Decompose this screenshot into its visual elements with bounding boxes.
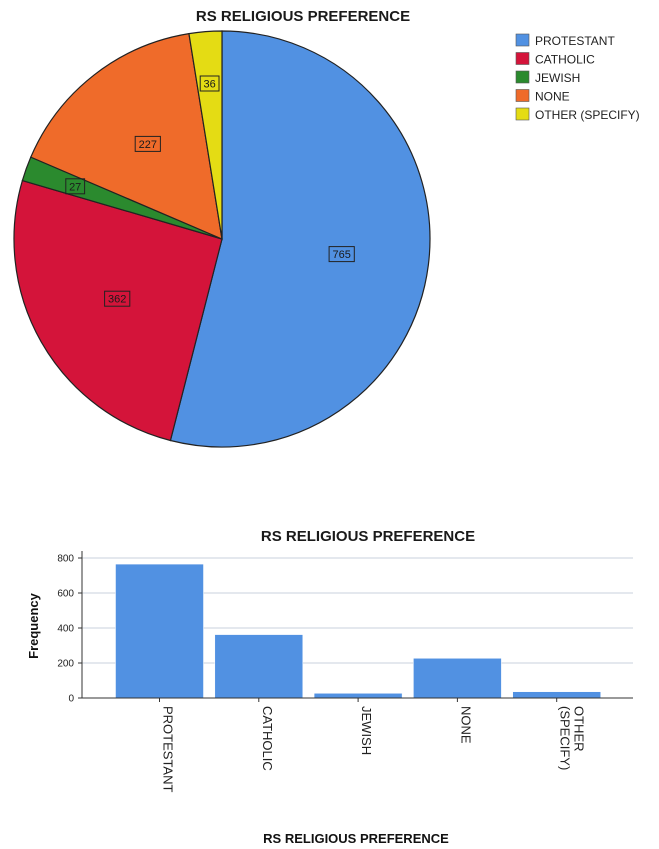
bar-chart-title: RS RELIGIOUS PREFERENCE xyxy=(261,528,475,545)
bar-none xyxy=(413,658,502,699)
bar-category-labels: PROTESTANT CATHOLIC JEWISH NONE OTHER(SPECIF… xyxy=(159,698,587,792)
x-category-label-jewish: JEWISH xyxy=(359,706,374,755)
legend-swatch-catholic xyxy=(515,52,530,65)
pie-slice-labels: 765 362 27 227 36 xyxy=(65,75,355,307)
pie-slice-protestant xyxy=(169,30,431,448)
legend-label-other-specify: OTHER (SPECIFY) xyxy=(535,108,640,122)
pie-slice-label-box xyxy=(134,135,161,152)
y-tick-label: 800 xyxy=(57,554,74,565)
y-tick-label: 200 xyxy=(57,659,74,670)
pie-slice-catholic xyxy=(13,179,223,442)
pie-slice-label-box xyxy=(199,75,220,92)
pie-chart-title: RS RELIGIOUS PREFERENCE xyxy=(196,8,410,25)
pie-slice-none xyxy=(30,32,223,240)
pie-slice-label-none: 227 xyxy=(139,139,157,151)
y-tick-label: 600 xyxy=(57,589,74,600)
legend-swatch-other-specify xyxy=(515,107,530,121)
bar-series xyxy=(115,563,601,699)
pie-slice-label-box xyxy=(104,290,131,307)
pie-slice-other-specify xyxy=(188,30,223,240)
bar-other-specify xyxy=(512,691,601,699)
legend-label-jewish: JEWISH xyxy=(535,71,580,85)
pie-slice-label-other-specify: 36 xyxy=(203,79,215,91)
pie-legend: PROTESTANT CATHOLIC JEWISH NONE OTHER (SPECI… xyxy=(515,33,640,122)
bar-axes xyxy=(81,551,633,699)
bar-protestant xyxy=(115,563,204,699)
bar-y-axis-title: Frequency xyxy=(26,592,41,659)
legend-label-none: NONE xyxy=(535,90,570,104)
pie-slice-label-jewish: 27 xyxy=(69,181,81,193)
legend-swatch-jewish xyxy=(515,70,530,84)
pie-slice-label-box xyxy=(328,246,355,263)
x-category-label-protestant: PROTESTANT xyxy=(161,706,176,792)
y-tick-label: 0 xyxy=(68,694,74,705)
legend-swatch-none xyxy=(515,89,530,102)
pie-slice-label-catholic: 362 xyxy=(108,294,126,306)
x-category-label-none: NONE xyxy=(458,706,473,744)
y-tick-label: 400 xyxy=(57,624,74,635)
pie-slice-label-box xyxy=(65,178,86,195)
legend-label-catholic: CATHOLIC xyxy=(535,53,595,67)
pie-slice-label-protestant: 765 xyxy=(333,249,351,261)
x-category-label-other-specify: OTHER(SPECIFY) xyxy=(558,706,587,770)
bar-jewish xyxy=(313,693,403,699)
legend-label-protestant: PROTESTANT xyxy=(535,34,615,48)
legend-swatch-protestant xyxy=(515,33,530,47)
bar-catholic xyxy=(214,634,304,699)
bar-x-axis-title: RS RELIGIOUS PREFERENCE xyxy=(263,831,449,846)
pie-chart xyxy=(13,30,431,448)
bar-y-axis-ticks: 0 200 400 600 800 xyxy=(57,554,82,705)
x-category-label-catholic: CATHOLIC xyxy=(260,706,275,771)
